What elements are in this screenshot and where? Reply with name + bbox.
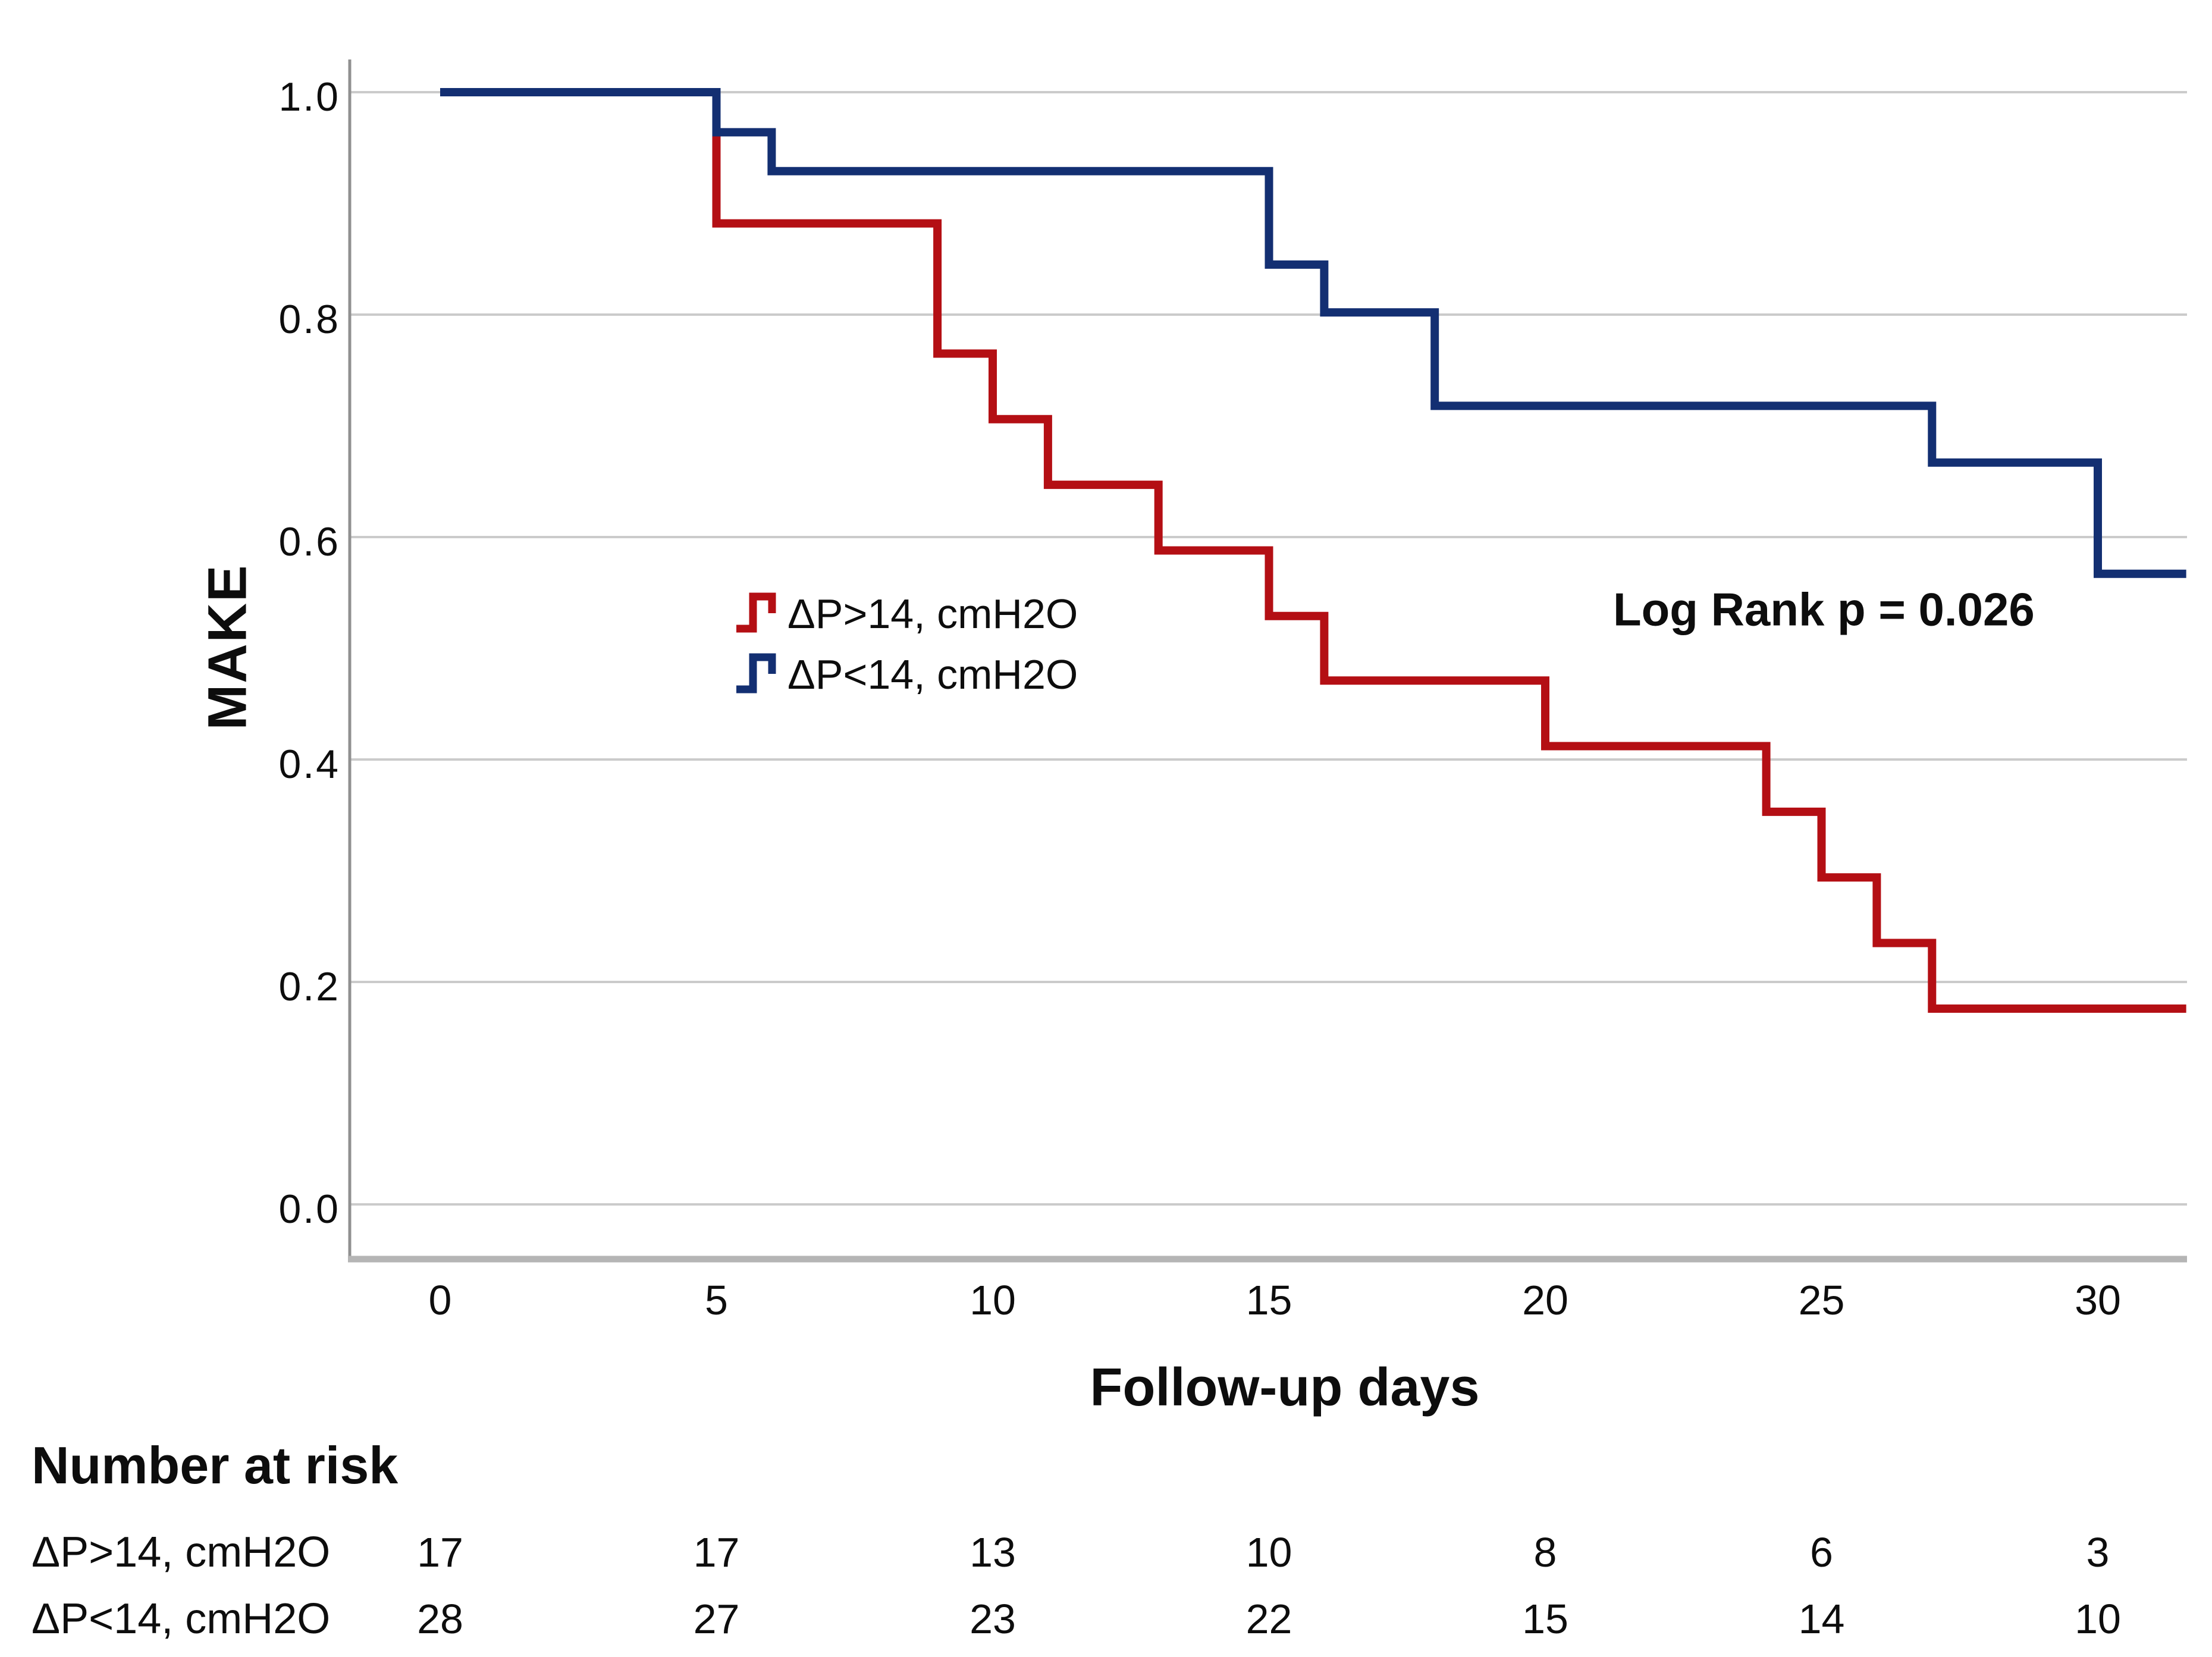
km-curve-dp-gt14 (440, 88, 2186, 1013)
risk-value: 17 (417, 1529, 463, 1576)
x-tick-label: 10 (969, 1277, 1016, 1323)
x-tick-label: 0 (428, 1277, 452, 1323)
x-tick-label: 5 (705, 1277, 728, 1323)
legend-label: ΔP>14, cmH2O (787, 591, 1078, 637)
legend: ΔP>14, cmH2O ΔP<14, cmH2O (733, 586, 1078, 707)
risk-value: 28 (417, 1596, 463, 1642)
risk-value: 3 (2086, 1529, 2110, 1576)
risk-value: 27 (693, 1596, 740, 1642)
risk-value: 15 (1522, 1596, 1568, 1642)
risk-value: 14 (1798, 1596, 1845, 1642)
number-at-risk-header: Number at risk (32, 1436, 399, 1495)
y-tick-label: 0.0 (278, 1187, 340, 1232)
x-tick-label: 20 (1522, 1277, 1568, 1323)
y-tick-label: 0.2 (278, 964, 340, 1009)
y-axis-title: MAKE (197, 564, 258, 730)
step-curve-icon (736, 653, 776, 693)
risk-value: 10 (1245, 1529, 1292, 1576)
x-tick-label: 25 (1798, 1277, 1845, 1323)
x-tick-label: 30 (2075, 1277, 2121, 1323)
risk-value: 17 (693, 1529, 740, 1576)
risk-row-label-dp-lt14: ΔP<14, cmH2O (32, 1595, 331, 1643)
x-tick-label: 15 (1245, 1277, 1292, 1323)
risk-value: 13 (969, 1529, 1016, 1576)
risk-row-label-dp-gt14: ΔP>14, cmH2O (32, 1529, 331, 1576)
risk-value: 22 (1245, 1596, 1292, 1642)
y-tick-label: 0.6 (278, 519, 340, 564)
legend-label: ΔP<14, cmH2O (787, 651, 1078, 698)
y-tick-label: 0.8 (278, 297, 340, 342)
legend-item-dp-gt14: ΔP>14, cmH2O (733, 586, 1078, 642)
risk-value: 23 (969, 1596, 1016, 1642)
log-rank-annotation: Log Rank p = 0.026 (1613, 583, 2035, 636)
risk-value: 8 (1533, 1529, 1557, 1576)
y-tick-label: 1.0 (278, 74, 340, 120)
x-axis-title: Follow-up days (1090, 1358, 1480, 1417)
risk-value: 10 (2075, 1596, 2121, 1642)
risk-value: 6 (1810, 1529, 1833, 1576)
legend-item-dp-lt14: ΔP<14, cmH2O (733, 647, 1078, 702)
km-curve-dp-lt14 (440, 88, 2186, 578)
step-curve-icon (736, 592, 776, 633)
y-tick-label: 0.4 (278, 742, 340, 787)
